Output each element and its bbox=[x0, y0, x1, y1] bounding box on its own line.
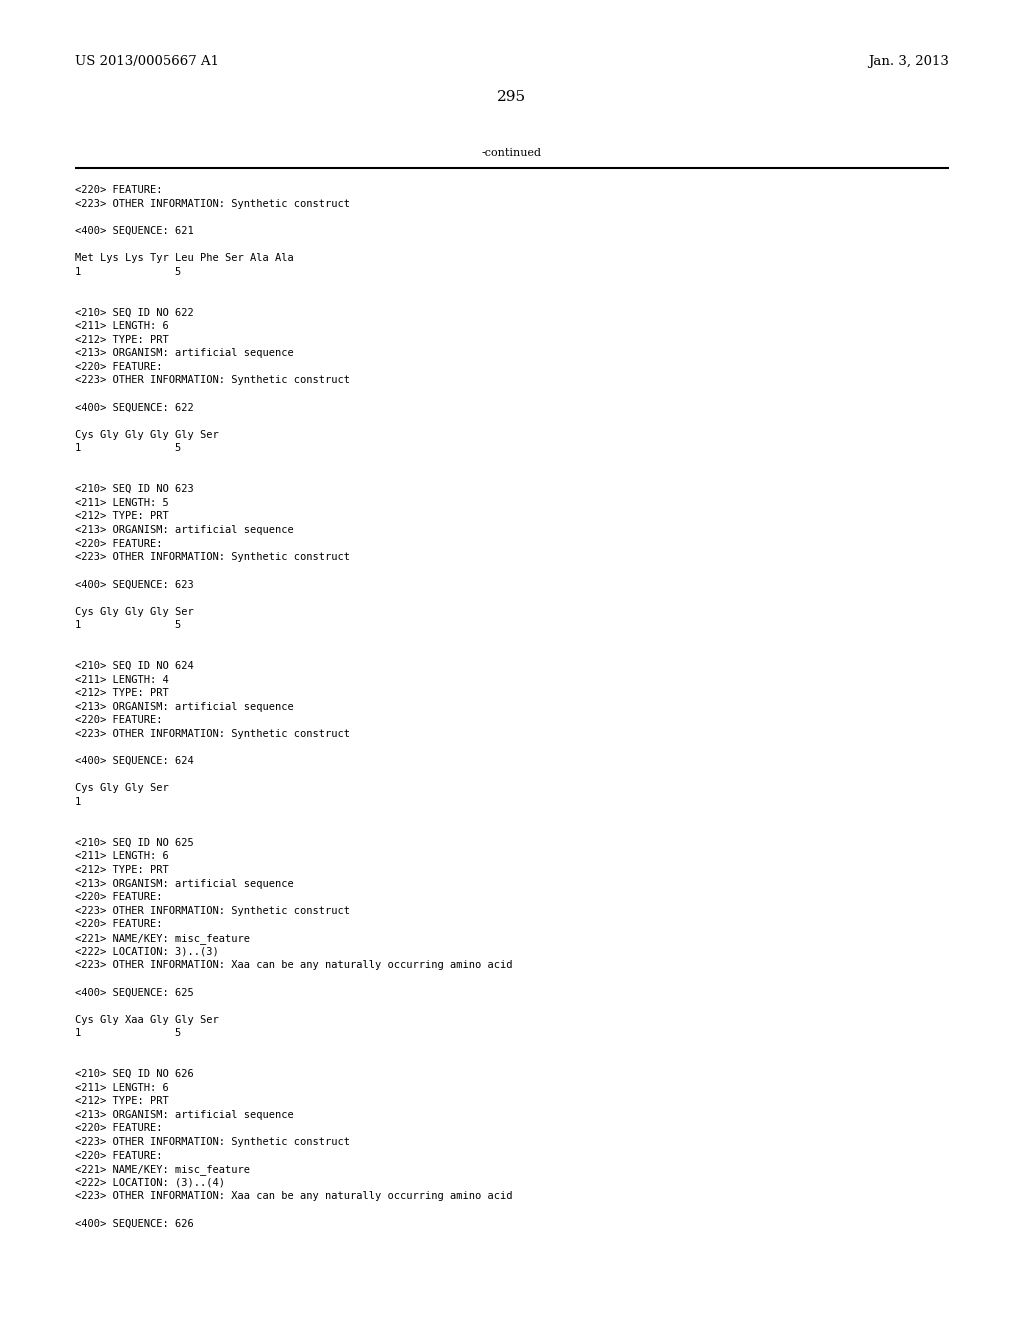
Text: <213> ORGANISM: artificial sequence: <213> ORGANISM: artificial sequence bbox=[75, 525, 294, 535]
Text: <220> FEATURE:: <220> FEATURE: bbox=[75, 185, 163, 195]
Text: <223> OTHER INFORMATION: Xaa can be any naturally occurring amino acid: <223> OTHER INFORMATION: Xaa can be any … bbox=[75, 1192, 512, 1201]
Text: <213> ORGANISM: artificial sequence: <213> ORGANISM: artificial sequence bbox=[75, 1110, 294, 1119]
Text: Met Lys Lys Tyr Leu Phe Ser Ala Ala: Met Lys Lys Tyr Leu Phe Ser Ala Ala bbox=[75, 253, 294, 263]
Text: Cys Gly Xaa Gly Gly Ser: Cys Gly Xaa Gly Gly Ser bbox=[75, 1015, 219, 1024]
Text: <220> FEATURE:: <220> FEATURE: bbox=[75, 1151, 163, 1160]
Text: <212> TYPE: PRT: <212> TYPE: PRT bbox=[75, 334, 169, 345]
Text: <223> OTHER INFORMATION: Synthetic construct: <223> OTHER INFORMATION: Synthetic const… bbox=[75, 375, 350, 385]
Text: <220> FEATURE:: <220> FEATURE: bbox=[75, 1123, 163, 1134]
Text: <211> LENGTH: 6: <211> LENGTH: 6 bbox=[75, 1082, 169, 1093]
Text: 1: 1 bbox=[75, 797, 81, 807]
Text: -continued: -continued bbox=[482, 148, 542, 158]
Text: Cys Gly Gly Gly Gly Ser: Cys Gly Gly Gly Gly Ser bbox=[75, 430, 219, 440]
Text: <212> TYPE: PRT: <212> TYPE: PRT bbox=[75, 865, 169, 875]
Text: 1               5: 1 5 bbox=[75, 267, 181, 277]
Text: <400> SEQUENCE: 625: <400> SEQUENCE: 625 bbox=[75, 987, 194, 998]
Text: <400> SEQUENCE: 621: <400> SEQUENCE: 621 bbox=[75, 226, 194, 236]
Text: <222> LOCATION: 3)..(3): <222> LOCATION: 3)..(3) bbox=[75, 946, 219, 957]
Text: <400> SEQUENCE: 624: <400> SEQUENCE: 624 bbox=[75, 756, 194, 766]
Text: <223> OTHER INFORMATION: Synthetic construct: <223> OTHER INFORMATION: Synthetic const… bbox=[75, 198, 350, 209]
Text: Jan. 3, 2013: Jan. 3, 2013 bbox=[868, 55, 949, 69]
Text: <400> SEQUENCE: 622: <400> SEQUENCE: 622 bbox=[75, 403, 194, 413]
Text: <213> ORGANISM: artificial sequence: <213> ORGANISM: artificial sequence bbox=[75, 702, 294, 711]
Text: 1               5: 1 5 bbox=[75, 620, 181, 630]
Text: <221> NAME/KEY: misc_feature: <221> NAME/KEY: misc_feature bbox=[75, 1164, 250, 1175]
Text: <210> SEQ ID NO 626: <210> SEQ ID NO 626 bbox=[75, 1069, 194, 1078]
Text: US 2013/0005667 A1: US 2013/0005667 A1 bbox=[75, 55, 219, 69]
Text: <212> TYPE: PRT: <212> TYPE: PRT bbox=[75, 688, 169, 698]
Text: <220> FEATURE:: <220> FEATURE: bbox=[75, 892, 163, 902]
Text: <210> SEQ ID NO 625: <210> SEQ ID NO 625 bbox=[75, 838, 194, 847]
Text: <223> OTHER INFORMATION: Synthetic construct: <223> OTHER INFORMATION: Synthetic const… bbox=[75, 552, 350, 562]
Text: 1               5: 1 5 bbox=[75, 1028, 181, 1039]
Text: <210> SEQ ID NO 623: <210> SEQ ID NO 623 bbox=[75, 484, 194, 494]
Text: <212> TYPE: PRT: <212> TYPE: PRT bbox=[75, 511, 169, 521]
Text: <213> ORGANISM: artificial sequence: <213> ORGANISM: artificial sequence bbox=[75, 348, 294, 358]
Text: <222> LOCATION: (3)..(4): <222> LOCATION: (3)..(4) bbox=[75, 1177, 225, 1188]
Text: <221> NAME/KEY: misc_feature: <221> NAME/KEY: misc_feature bbox=[75, 933, 250, 944]
Text: <220> FEATURE:: <220> FEATURE: bbox=[75, 715, 163, 726]
Text: <211> LENGTH: 4: <211> LENGTH: 4 bbox=[75, 675, 169, 685]
Text: <210> SEQ ID NO 624: <210> SEQ ID NO 624 bbox=[75, 661, 194, 671]
Text: 295: 295 bbox=[498, 90, 526, 104]
Text: <211> LENGTH: 5: <211> LENGTH: 5 bbox=[75, 498, 169, 508]
Text: <211> LENGTH: 6: <211> LENGTH: 6 bbox=[75, 321, 169, 331]
Text: <223> OTHER INFORMATION: Synthetic construct: <223> OTHER INFORMATION: Synthetic const… bbox=[75, 906, 350, 916]
Text: <211> LENGTH: 6: <211> LENGTH: 6 bbox=[75, 851, 169, 862]
Text: <400> SEQUENCE: 626: <400> SEQUENCE: 626 bbox=[75, 1218, 194, 1229]
Text: Cys Gly Gly Gly Ser: Cys Gly Gly Gly Ser bbox=[75, 607, 194, 616]
Text: 1               5: 1 5 bbox=[75, 444, 181, 453]
Text: <223> OTHER INFORMATION: Synthetic construct: <223> OTHER INFORMATION: Synthetic const… bbox=[75, 1137, 350, 1147]
Text: <223> OTHER INFORMATION: Xaa can be any naturally occurring amino acid: <223> OTHER INFORMATION: Xaa can be any … bbox=[75, 960, 512, 970]
Text: <210> SEQ ID NO 622: <210> SEQ ID NO 622 bbox=[75, 308, 194, 317]
Text: <212> TYPE: PRT: <212> TYPE: PRT bbox=[75, 1096, 169, 1106]
Text: <220> FEATURE:: <220> FEATURE: bbox=[75, 362, 163, 372]
Text: <220> FEATURE:: <220> FEATURE: bbox=[75, 920, 163, 929]
Text: <223> OTHER INFORMATION: Synthetic construct: <223> OTHER INFORMATION: Synthetic const… bbox=[75, 729, 350, 739]
Text: Cys Gly Gly Ser: Cys Gly Gly Ser bbox=[75, 783, 169, 793]
Text: <400> SEQUENCE: 623: <400> SEQUENCE: 623 bbox=[75, 579, 194, 590]
Text: <213> ORGANISM: artificial sequence: <213> ORGANISM: artificial sequence bbox=[75, 879, 294, 888]
Text: <220> FEATURE:: <220> FEATURE: bbox=[75, 539, 163, 549]
